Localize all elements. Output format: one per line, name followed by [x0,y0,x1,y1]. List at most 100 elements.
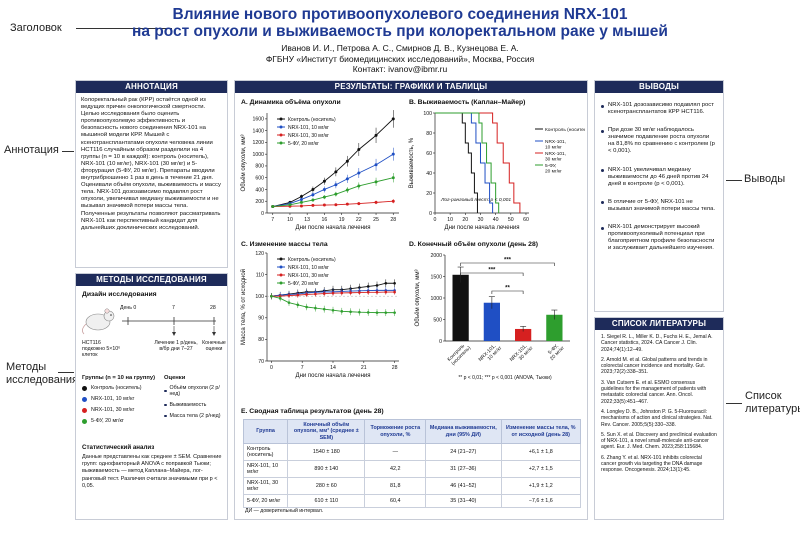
data-point [358,310,361,314]
data-point [391,199,395,203]
data-point [305,293,308,296]
y-tick-label: 1600 [252,117,264,123]
y-tick-label: 110 [256,272,264,278]
data-point [296,303,300,307]
data-point [366,291,370,294]
bracket-line [460,272,524,276]
data-point [287,301,291,304]
summary-table: Группа Конечный объём опухоли, мм³ (средн… [242,418,581,508]
conclusion-item: При дозе 30 мг/кг наблюдалось значимое п… [601,127,717,155]
data-point [296,293,300,297]
bullet-icon [601,129,604,133]
survival-curve [435,112,494,213]
callout-abstract-line [62,151,74,152]
table-cell: Контроль (носитель) [242,443,289,462]
table-header-cell: Торможение роста опухоли, % [364,418,427,445]
x-tick-label: 50 [508,217,514,223]
outcomes-list: Объём опухоли (2 р/нед) Выживаемость Масса… [164,385,228,424]
group-label: NRX-101, 10 мг/кг [91,396,135,402]
y-tick-label: 2000 [430,253,442,259]
poster-authors-block: Иванов И. И., Петрова А. С., Смирнов Д. … [100,43,700,75]
legend-label: 5-ФУ, [545,163,557,169]
group-item: Контроль (носитель) [82,385,162,391]
y-tick-label: 0 [429,211,432,217]
data-point [340,310,344,313]
poster-title: Влияние нового противоопухолевого соедин… [100,6,700,40]
data-point [305,305,308,309]
x-tick-label: 16 [322,217,328,223]
x-tick-label: 10 [287,217,293,223]
bracket-line [491,290,524,294]
conclusion-item: В отличие от 5-ФУ, NRX-101 не вызывал зн… [601,199,717,213]
data-point [322,195,326,199]
survival-curve [435,112,521,213]
table-cell: 46 (41–52) [425,477,502,496]
reference-item: 2. Arnold M. et al. Global patterns and … [601,356,708,376]
table-cell: +2,7 ± 1,5 [500,460,581,479]
table-cell: 5-ФУ, 20 мг/кг [242,494,289,508]
x-tick-label: 19 [339,217,345,223]
data-point [287,294,291,297]
y-tick-label: 70 [258,359,264,365]
legend-marker [279,265,283,269]
reference-item: 4. Longley D. B., Johnston P. G. 5-Fluor… [601,408,713,428]
significance-label: ** [505,286,510,292]
callout-title: Заголовок [10,22,62,34]
data-point [299,204,303,208]
table-cell: 31 (27–36) [425,460,502,479]
bullet-icon [601,104,604,108]
legend-marker [279,281,283,285]
y-tick-label: 80 [426,131,432,137]
table-row: Контроль (носитель) 1540 ± 180—24 (21–27)… [242,443,581,462]
data-point [334,203,338,207]
final-label: Конечные оценки [202,340,226,353]
day0-label: День 0 [120,305,137,311]
references-list: 1. Siegel R. L., Miller K. D., Fuchs H. … [595,330,723,482]
series-line [272,118,394,207]
data-point [375,291,379,294]
data-point [366,285,370,288]
callout-references-line [726,403,742,404]
bar [483,302,500,341]
data-point [271,205,275,209]
table-title: E. Сводная таблица результатов (день 28) [241,408,384,415]
legend-marker [279,117,283,121]
y-tick-label: 1000 [430,296,442,302]
data-point [334,183,338,187]
group-item: 5-ФУ, 20 мг/кг [82,418,162,424]
day7-label: 7 [172,305,175,311]
series-5-ФУ, 20 мг/кг [271,173,395,209]
data-point [358,286,361,289]
data-point [322,179,326,183]
poster-title-line1: Влияние нового противоопухолевого соедин… [172,6,628,23]
conclusion-text: При дозе 30 мг/кг наблюдалось значимое п… [608,127,715,155]
chart-body-weight: 70 80 90 100 110 120 0 7 14 21 28 C. Изменение масс… [240,241,399,379]
references-panel: СПИСОК ЛИТЕРАТУРЫ 1. Siegel R. L., Mille… [594,317,724,520]
x-tick-label: 13 [304,217,310,223]
groups-title: Группы (n = 10 на группу) [82,375,156,381]
table-header-row: Группа Конечный объём опухоли, мм³ (средн… [242,418,581,445]
callout-conclusions-line [726,180,742,181]
x-tick-label: 10 [447,217,453,223]
data-point [357,147,361,151]
group-color-dot [82,407,87,413]
table-cell: NRX-101, 10 мг/кг [242,460,289,479]
data-point [391,117,395,121]
data-point [374,133,378,137]
chart-tumor-volume: 0 200 400 600 800 1000 1200 1400 1600 7 10 13 16 19 22… [241,98,399,231]
data-point [391,176,395,180]
table-header-cell: Изменение массы тела, % от исходной (ден… [500,418,581,445]
x-tick-label: 7 [301,365,304,371]
methods-header: МЕТОДЫ ИССЛЕДОВАНИЯ [76,274,227,286]
data-point [340,291,344,295]
poster-title-line2: на рост опухоли и выживаемость при колор… [132,23,668,40]
x-axis-label: Дни после начала лечения [445,225,520,231]
data-point [331,291,335,295]
table-cell: 24 (21–27) [425,443,502,462]
data-point [391,152,395,156]
group-color-dot [82,385,87,391]
data-point [357,202,361,206]
table-cell: 1540 ± 180 [287,443,366,462]
data-point [345,188,349,192]
y-tick-label: 40 [426,171,432,177]
